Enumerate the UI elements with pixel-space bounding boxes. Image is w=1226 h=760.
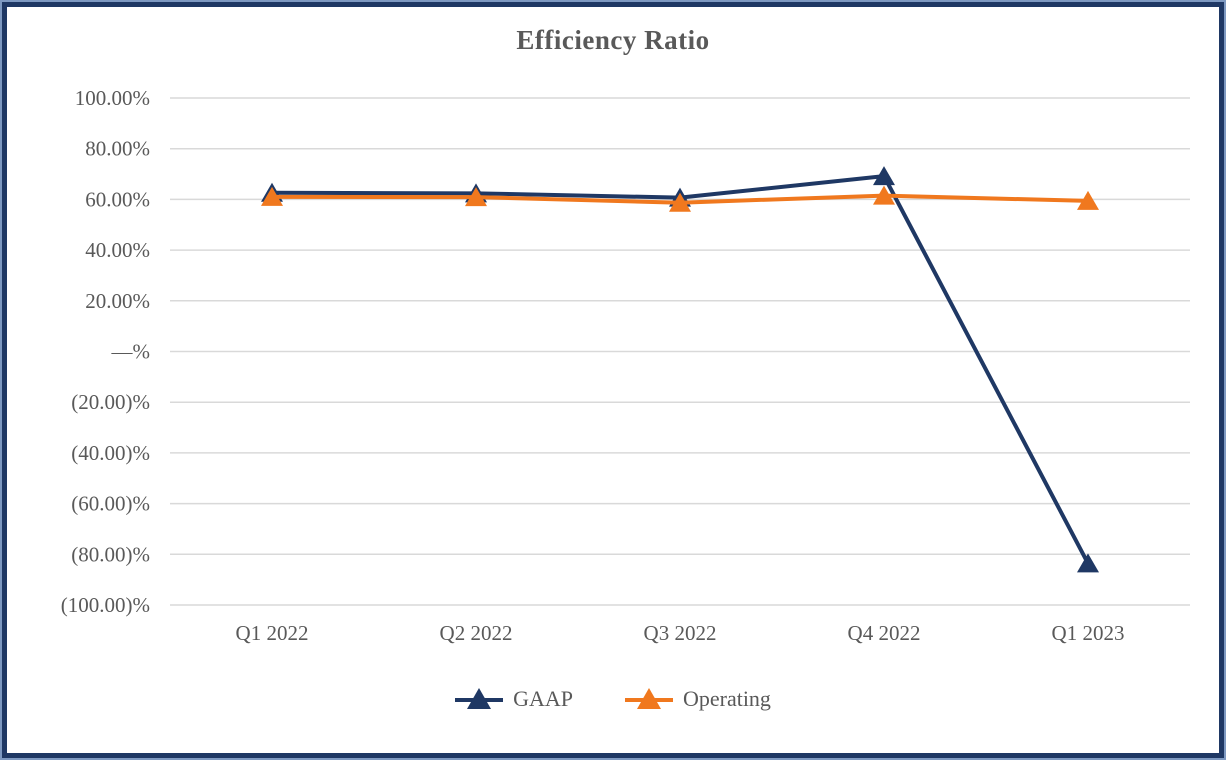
gaap-legend-marker-icon xyxy=(455,688,504,709)
legend-item-operating: Operating xyxy=(624,685,771,712)
gaap-line xyxy=(270,174,1090,566)
y-tick-label: (40.00)% xyxy=(71,441,150,465)
y-tick-label: 20.00% xyxy=(85,289,150,313)
y-tick-label: (60.00)% xyxy=(71,492,150,516)
x-category-label: Q3 2022 xyxy=(644,621,717,645)
x-category-label: Q1 2023 xyxy=(1052,621,1125,645)
y-tick-label: (100.00)% xyxy=(61,593,150,617)
y-tick-label: (20.00)% xyxy=(71,390,150,414)
x-category-label: Q2 2022 xyxy=(440,621,513,645)
legend-label-gaap: GAAP xyxy=(513,685,573,711)
y-tick-label: 100.00% xyxy=(75,86,150,110)
x-category-label: Q4 2022 xyxy=(848,621,921,645)
y-tick-label: —% xyxy=(111,340,151,364)
y-tick-label: 60.00% xyxy=(85,187,150,211)
y-tick-label: (80.00)% xyxy=(71,542,150,566)
y-tick-label: 40.00% xyxy=(85,238,150,262)
efficiency-ratio-chart: 100.00% 80.00% 60.00% 40.00% 20.00% —% (20.00)… xyxy=(61,86,1190,645)
legend-item-gaap: GAAP xyxy=(455,685,573,712)
operating-marker-q3-2022 xyxy=(669,192,691,212)
y-tick-label: 80.00% xyxy=(85,137,150,161)
operating-marker-q1-2022 xyxy=(261,186,283,206)
operating-legend-triangle xyxy=(636,688,661,709)
operating-marker-q2-2022 xyxy=(465,187,487,207)
legend-label-operating: Operating xyxy=(682,685,771,711)
gaap-marker-q4-2022 xyxy=(873,166,895,186)
x-category-label: Q1 2022 xyxy=(236,621,309,645)
operating-marker-q4-2022 xyxy=(873,185,895,205)
chart-title: Efficiency Ratio xyxy=(516,25,710,55)
gaap-legend-triangle xyxy=(467,688,492,709)
chart-legend: GAAP Operating xyxy=(7,685,1219,712)
gaap-marker-q1-2023 xyxy=(1077,553,1099,573)
operating-marker-q1-2023 xyxy=(1077,190,1099,210)
operating-legend-marker-icon xyxy=(624,688,673,709)
